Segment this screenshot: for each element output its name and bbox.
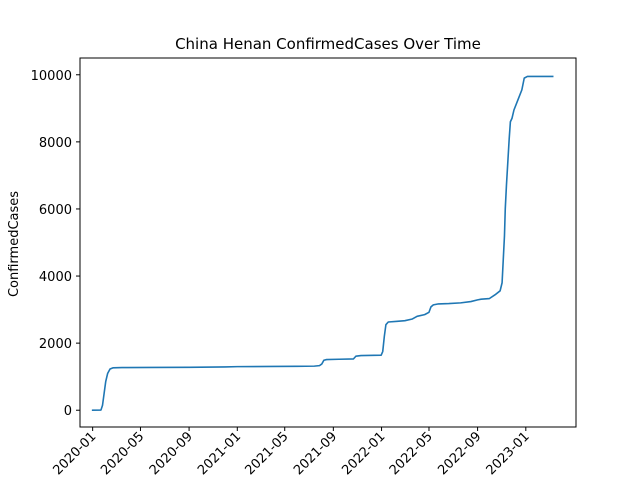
x-tick-label: 2021-01 [195,429,244,478]
y-axis: 0 2000 4000 6000 8000 10000 [31,69,80,419]
series-line [91,75,554,412]
plot-frame [79,57,577,428]
x-tick-label: 2020-05 [98,429,147,478]
x-tick-label: 2022-01 [339,429,388,478]
y-tick-label: 4000 [39,270,72,285]
x-tick-label: 2021-05 [243,429,292,478]
y-tick-label: 8000 [39,136,72,151]
y-tick-label: 2000 [39,337,72,352]
y-tick-label: 6000 [39,203,72,218]
y-tick-label: 10000 [31,69,72,84]
y-axis-label: ConfirmedCases [7,191,22,297]
x-tick-label: 2020-01 [50,429,99,478]
x-tick-label: 2022-05 [387,429,436,478]
plot-area [91,75,554,412]
x-tick-label: 2023-01 [484,429,533,478]
x-tick-label: 2022-09 [435,429,484,478]
x-tick-label: 2020-09 [147,429,196,478]
y-tick-label: 0 [64,404,72,419]
chart-title: China Henan ConfirmedCases Over Time [175,35,481,53]
x-tick-label: 2021-09 [291,429,340,478]
